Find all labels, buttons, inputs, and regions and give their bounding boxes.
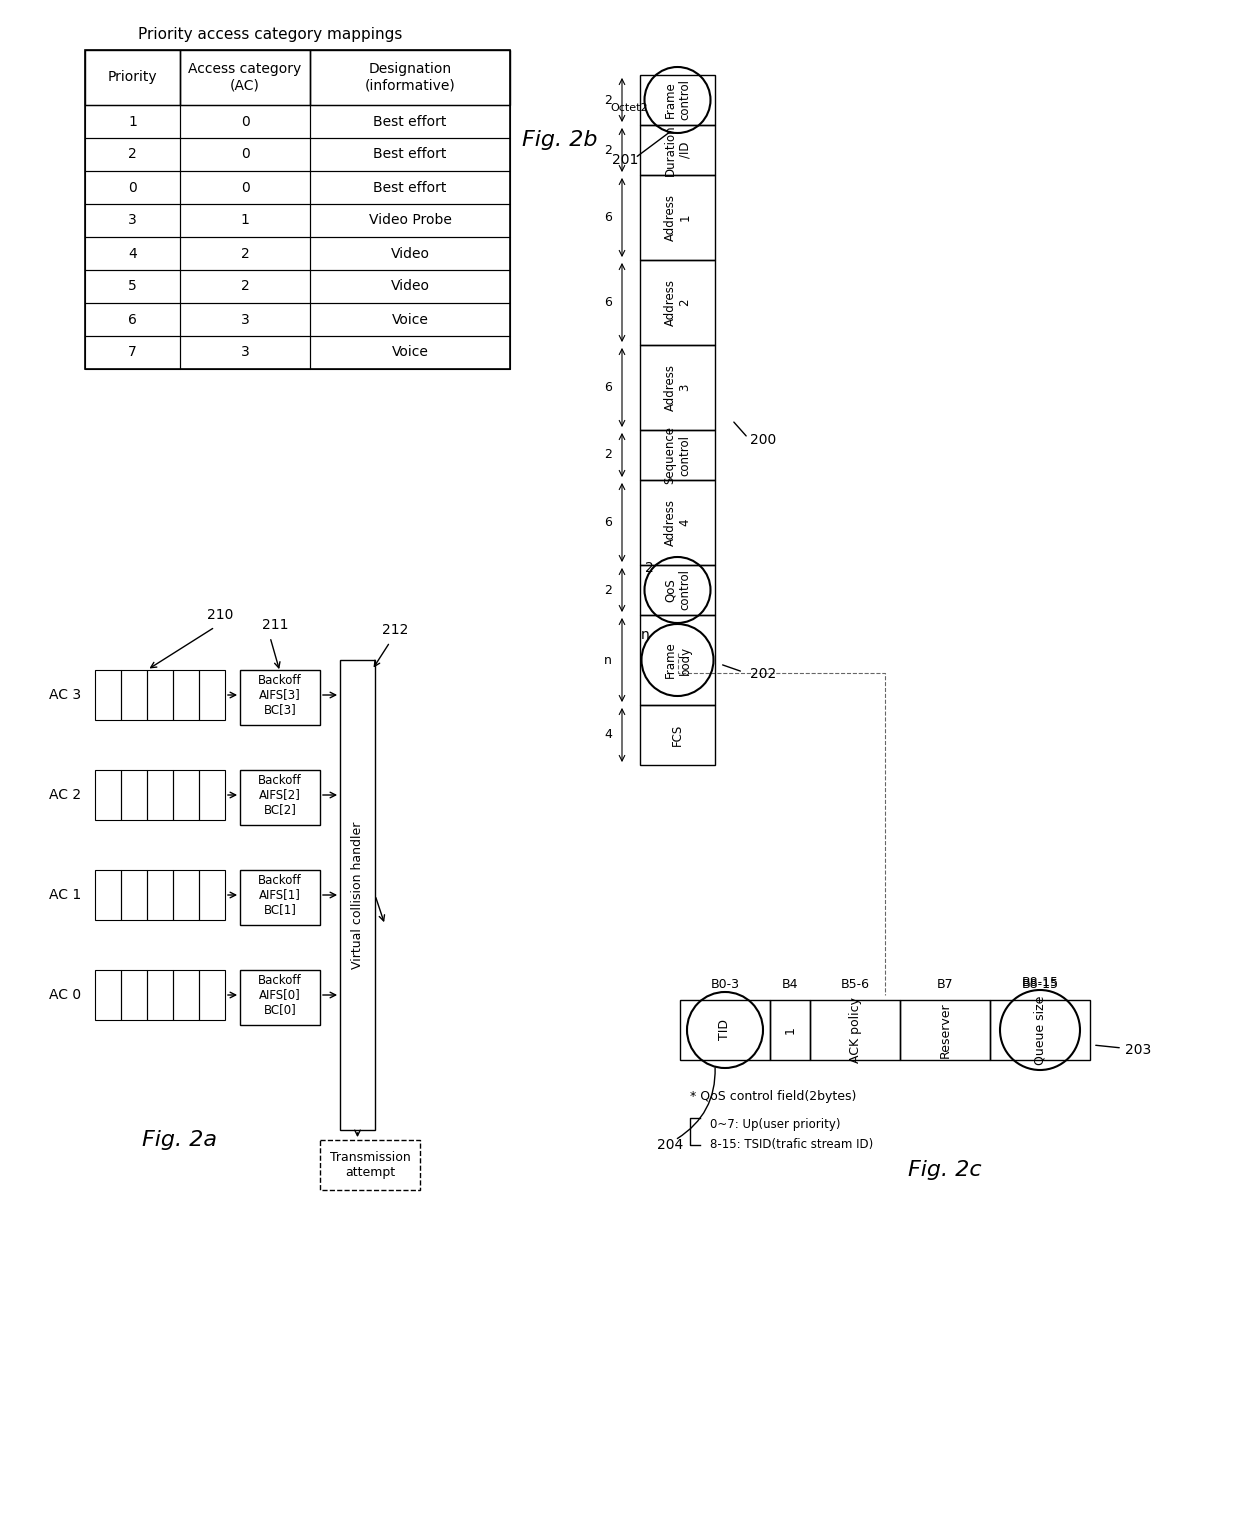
Bar <box>86 171 180 204</box>
Bar <box>640 616 715 706</box>
Text: B4: B4 <box>781 978 799 992</box>
Bar <box>770 1000 810 1061</box>
Bar <box>86 238 180 270</box>
Text: Fig. 2c: Fig. 2c <box>908 1160 982 1180</box>
Bar <box>180 171 310 204</box>
Text: Video: Video <box>391 279 429 294</box>
Text: 4: 4 <box>604 728 611 742</box>
Text: Best effort: Best effort <box>373 114 446 128</box>
Bar <box>310 139 510 171</box>
Bar <box>148 969 174 1020</box>
Text: 0: 0 <box>241 148 249 162</box>
Text: Designation
(informative): Designation (informative) <box>365 62 455 93</box>
Text: Reserver: Reserver <box>939 1003 951 1058</box>
Text: 3: 3 <box>241 312 249 326</box>
Bar <box>180 238 310 270</box>
Text: 3: 3 <box>128 213 136 227</box>
Text: B7: B7 <box>936 978 954 992</box>
Text: Transmission
attempt: Transmission attempt <box>330 1151 410 1180</box>
Text: 0: 0 <box>128 180 136 195</box>
Text: Backoff
AIFS[0]
BC[0]: Backoff AIFS[0] BC[0] <box>258 974 301 1017</box>
Text: 1: 1 <box>784 1026 796 1033</box>
Text: Access category
(AC): Access category (AC) <box>188 62 301 93</box>
Text: Backoff
AIFS[1]
BC[1]: Backoff AIFS[1] BC[1] <box>258 873 301 916</box>
Bar <box>241 671 320 725</box>
Text: Voice: Voice <box>392 312 429 326</box>
Text: * QoS control field(2bytes): * QoS control field(2bytes) <box>689 1090 857 1103</box>
Text: 2: 2 <box>604 584 611 596</box>
Bar <box>310 105 510 139</box>
Text: Fig. 2b: Fig. 2b <box>522 130 598 149</box>
Text: 6: 6 <box>604 381 611 395</box>
Text: 2: 2 <box>604 143 611 157</box>
Bar <box>122 671 148 719</box>
Text: Video: Video <box>391 247 429 261</box>
Text: 211: 211 <box>262 619 288 632</box>
Text: B5-6: B5-6 <box>841 978 869 992</box>
Text: Octet2: Octet2 <box>610 104 649 113</box>
Bar <box>640 344 715 430</box>
Bar <box>86 105 180 139</box>
Bar <box>86 335 180 369</box>
Text: 210: 210 <box>207 608 233 622</box>
Bar <box>95 770 122 820</box>
Bar <box>310 171 510 204</box>
Text: 2: 2 <box>128 148 136 162</box>
Text: AC 1: AC 1 <box>48 888 81 902</box>
Bar <box>148 671 174 719</box>
Bar <box>900 1000 990 1061</box>
Bar <box>174 671 198 719</box>
Bar <box>198 671 224 719</box>
Bar <box>310 270 510 303</box>
Bar <box>95 870 122 920</box>
Bar <box>198 870 224 920</box>
Text: Address
1: Address 1 <box>663 194 692 241</box>
Bar <box>640 261 715 344</box>
Text: Queue size: Queue size <box>1033 995 1047 1065</box>
Bar <box>340 660 374 1129</box>
Text: Address
4: Address 4 <box>663 498 692 546</box>
Text: n: n <box>604 654 611 666</box>
Text: Priority: Priority <box>108 70 157 84</box>
Bar <box>86 303 180 335</box>
Text: 6: 6 <box>604 296 611 309</box>
Text: 2: 2 <box>604 448 611 462</box>
Bar <box>174 870 198 920</box>
Bar <box>180 105 310 139</box>
Text: 8-15: TSID(trafic stream ID): 8-15: TSID(trafic stream ID) <box>711 1138 873 1151</box>
Text: FCS: FCS <box>671 724 684 747</box>
Bar <box>810 1000 900 1061</box>
Text: Address
2: Address 2 <box>663 279 692 326</box>
Bar <box>86 204 180 238</box>
Text: Fig. 2a: Fig. 2a <box>143 1129 217 1151</box>
Text: 0: 0 <box>241 180 249 195</box>
Bar <box>86 50 180 105</box>
Text: B0-3: B0-3 <box>711 978 739 992</box>
Bar <box>640 175 715 261</box>
Bar <box>310 204 510 238</box>
Text: 5: 5 <box>128 279 136 294</box>
Text: Sequence
control: Sequence control <box>663 427 692 485</box>
Bar <box>640 75 715 125</box>
Text: Backoff
AIFS[3]
BC[3]: Backoff AIFS[3] BC[3] <box>258 674 301 716</box>
Bar <box>310 303 510 335</box>
Bar <box>680 1000 770 1061</box>
Text: B8-15: B8-15 <box>1022 975 1059 989</box>
Bar <box>310 238 510 270</box>
Text: 204: 204 <box>657 1138 683 1152</box>
Text: TID: TID <box>718 1020 732 1041</box>
Text: 0~7: Up(user priority): 0~7: Up(user priority) <box>711 1119 841 1131</box>
Bar <box>86 270 180 303</box>
Text: Best effort: Best effort <box>373 180 446 195</box>
Text: 2: 2 <box>241 279 249 294</box>
Text: 6: 6 <box>604 210 611 224</box>
Text: Address
3: Address 3 <box>663 364 692 411</box>
Bar <box>86 50 510 369</box>
Text: ACK policy: ACK policy <box>848 997 862 1064</box>
Text: AC 3: AC 3 <box>48 687 81 703</box>
Text: Voice: Voice <box>392 346 429 360</box>
Bar <box>640 430 715 480</box>
Bar <box>180 335 310 369</box>
Text: 200: 200 <box>750 433 776 447</box>
Bar <box>86 139 180 171</box>
